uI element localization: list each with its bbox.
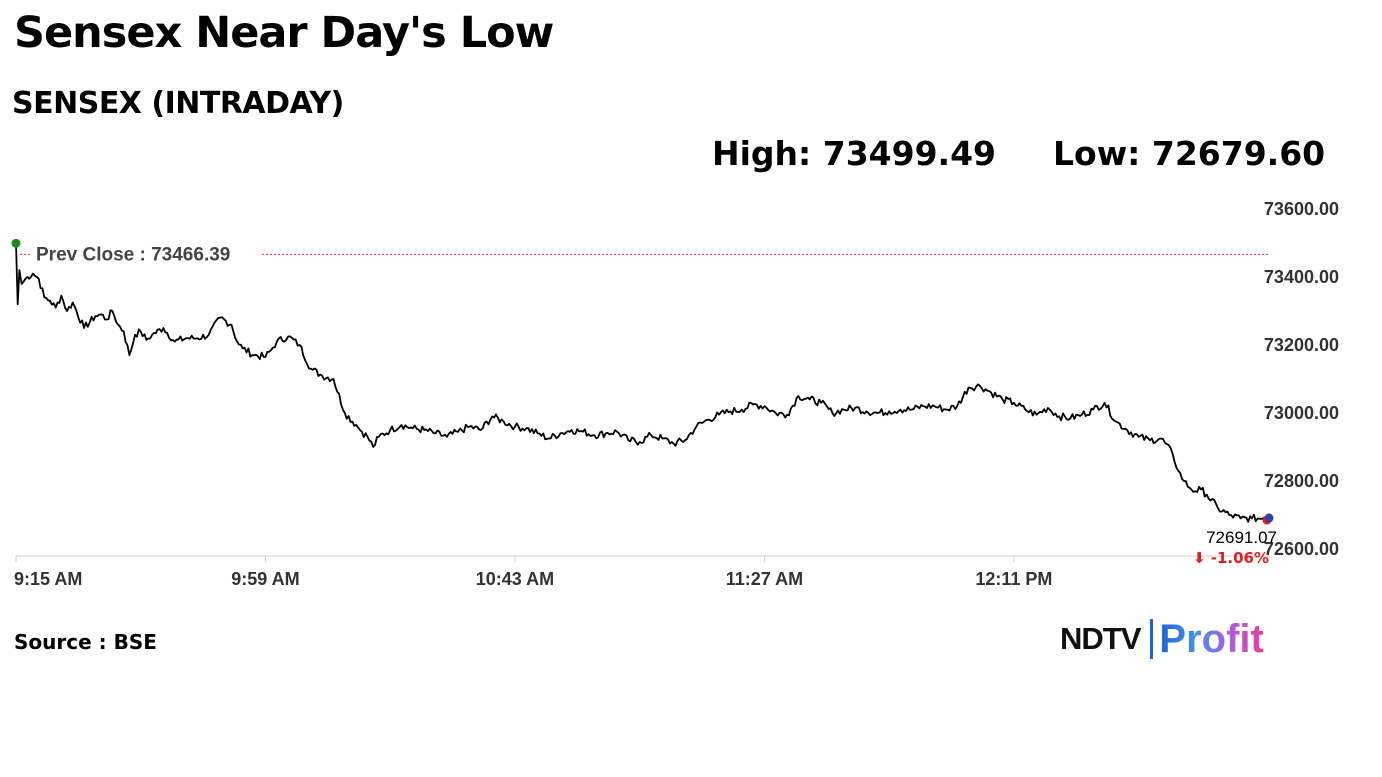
- logo-divider: [1150, 619, 1154, 659]
- y-tick-label: 73400.00: [1264, 267, 1339, 287]
- day-low: Low: 72679.60: [1053, 134, 1326, 173]
- y-tick-label: 72600.00: [1264, 539, 1339, 559]
- day-high: High: 73499.49: [712, 134, 996, 173]
- x-tick-label: 10:43 AM: [476, 569, 554, 589]
- y-tick-label: 72800.00: [1264, 471, 1339, 491]
- axis-layer: [15, 555, 1270, 562]
- x-tick-label: 9:15 AM: [14, 569, 82, 589]
- label-layer: 9:15 AM 9:59 AM 10:43 AM 11:27 AM 12:11 PM 73…: [14, 199, 1339, 589]
- x-tick-label: 11:27 AM: [726, 569, 803, 589]
- series-layer: [15, 243, 1270, 523]
- logo-ndtv-text: NDTV: [1060, 621, 1141, 656]
- y-tick-label: 73000.00: [1264, 403, 1339, 423]
- logo-profit-text: Profit: [1159, 616, 1264, 661]
- sensex-intraday-chart: 9:15 AM 9:59 AM 10:43 AM 11:27 AM 12:11 PM 73…: [11, 199, 1339, 589]
- source-label: Source : BSE: [14, 630, 157, 654]
- x-tick-label: 12:11 PM: [975, 569, 1052, 589]
- last-value-label: 72691.07: [1206, 528, 1277, 547]
- y-tick-label: 73600.00: [1264, 199, 1339, 219]
- ndtv-profit-logo: NDTV Profit: [1060, 616, 1264, 662]
- start-point-marker: [11, 238, 21, 248]
- change-label: ⬇ -1.06%: [1193, 549, 1269, 567]
- sensex-line: [15, 243, 1270, 523]
- chart-subtitle: SENSEX (INTRADAY): [12, 86, 344, 121]
- y-tick-label: 73200.00: [1264, 335, 1339, 355]
- x-tick-label: 9:59 AM: [231, 569, 299, 589]
- end-point-marker-blue: [1264, 513, 1274, 523]
- headline: Sensex Near Day's Low: [14, 8, 554, 58]
- prev-close-label: Prev Close : 73466.39: [36, 244, 230, 265]
- marker-layer: [11, 238, 1274, 525]
